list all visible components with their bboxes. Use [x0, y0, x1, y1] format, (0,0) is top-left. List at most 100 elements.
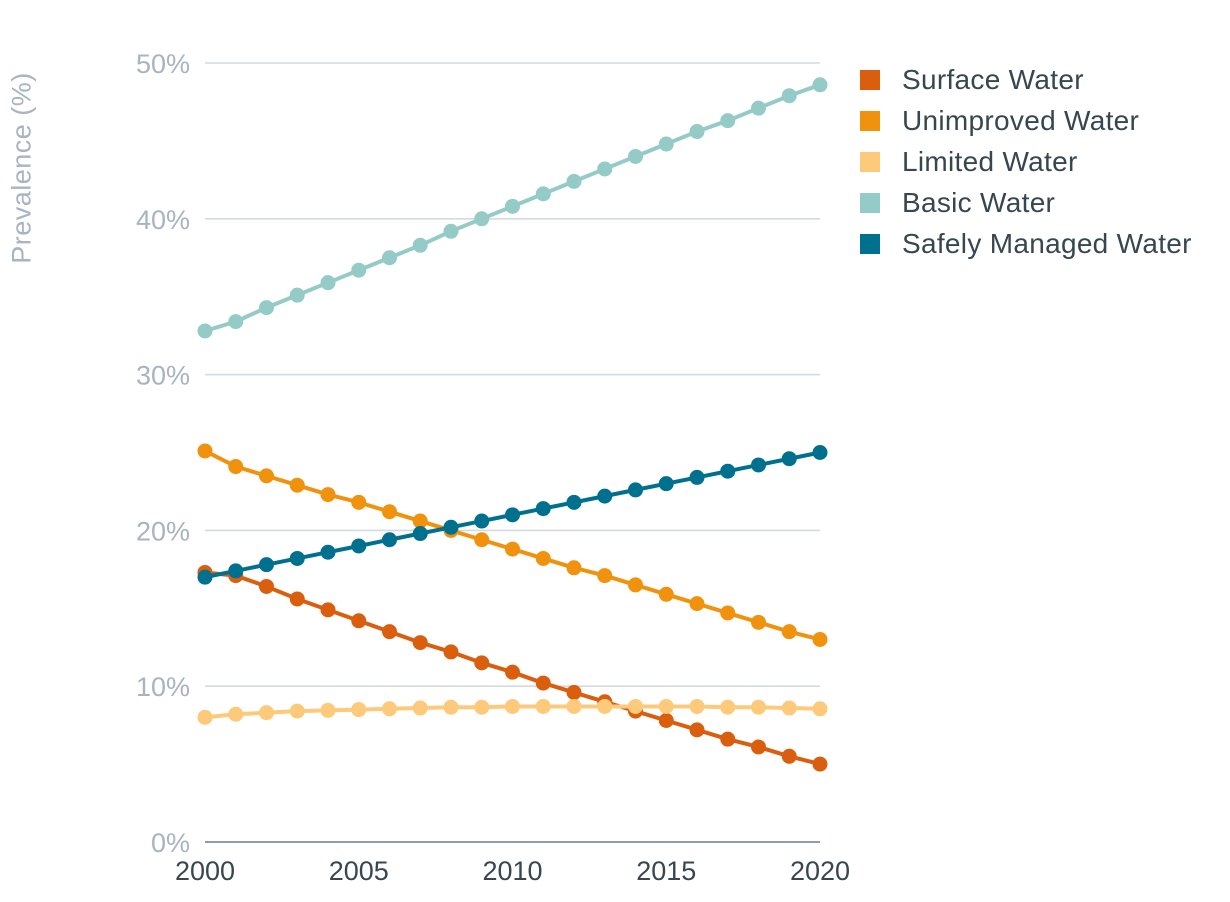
y-tick-label: 40%	[136, 205, 190, 235]
gridlines	[205, 62, 820, 843]
data-point	[781, 700, 797, 716]
data-point	[720, 699, 736, 715]
legend-label: Surface Water	[902, 63, 1084, 95]
data-point	[566, 684, 582, 700]
y-tick-label: 50%	[136, 49, 190, 79]
data-point	[382, 250, 397, 266]
data-point	[658, 698, 674, 714]
data-point	[689, 722, 705, 738]
data-point	[597, 698, 613, 714]
y-tick-label: 0%	[151, 828, 190, 858]
y-axis-label: Prevalence (%)	[6, 72, 37, 264]
data-point	[812, 631, 828, 647]
data-point	[474, 211, 490, 227]
data-point	[751, 100, 766, 116]
x-axis-ticks: 2000 2005 2010 2015 2020	[175, 856, 850, 886]
y-tick-label: 20%	[136, 516, 190, 546]
data-point	[720, 731, 736, 747]
data-point	[781, 88, 797, 104]
x-tick-label: 2005	[329, 856, 389, 886]
legend-item-limited-water: Limited Water	[860, 141, 1192, 182]
data-point	[351, 613, 367, 629]
data-point	[412, 700, 428, 716]
y-tick-label: 30%	[136, 361, 190, 391]
data-point	[351, 702, 367, 718]
series-limited-water	[197, 698, 828, 725]
series-safely-managed-water	[197, 445, 828, 585]
data-point	[658, 712, 674, 728]
data-point	[720, 605, 736, 621]
data-point	[412, 237, 428, 253]
data-point	[689, 469, 705, 485]
data-point	[720, 113, 736, 129]
data-point	[289, 287, 305, 303]
data-point	[781, 624, 797, 640]
data-point	[351, 262, 367, 278]
data-point	[443, 644, 459, 660]
data-point	[628, 482, 643, 498]
data-point	[658, 136, 674, 152]
legend-label: Unimproved Water	[902, 104, 1140, 136]
data-point	[320, 544, 336, 560]
data-point	[658, 476, 674, 492]
legend-item-basic-water: Basic Water	[860, 182, 1192, 223]
data-point	[289, 703, 305, 719]
data-point	[566, 494, 582, 510]
data-point	[505, 698, 520, 714]
data-point	[535, 186, 551, 202]
data-point	[505, 198, 520, 214]
data-point	[658, 586, 674, 602]
data-point	[259, 468, 274, 484]
data-point	[812, 756, 828, 772]
data-point	[689, 124, 705, 140]
data-point	[412, 526, 428, 542]
data-point	[812, 77, 828, 93]
legend-label: Basic Water	[902, 186, 1056, 218]
data-point	[689, 596, 705, 612]
series-basic-water	[197, 77, 828, 339]
data-point	[382, 504, 397, 520]
data-point	[289, 477, 305, 493]
data-point	[628, 577, 643, 593]
data-point	[751, 614, 766, 630]
legend: Surface Water Unimproved Water Limited W…	[860, 59, 1192, 264]
data-point	[351, 538, 367, 554]
data-point	[474, 513, 490, 529]
data-point	[382, 701, 397, 717]
x-tick-label: 2020	[790, 856, 850, 886]
series-layer	[197, 77, 828, 772]
data-point	[720, 463, 736, 479]
data-point	[751, 699, 766, 715]
data-point	[597, 568, 613, 584]
data-point	[197, 709, 213, 725]
x-tick-label: 2000	[175, 856, 235, 886]
data-point	[781, 451, 797, 467]
data-point	[320, 602, 336, 618]
data-point	[535, 501, 551, 517]
legend-label: Limited Water	[902, 145, 1078, 177]
data-point	[228, 563, 244, 579]
legend-swatch	[860, 69, 880, 90]
y-axis-ticks: 0% 10% 20% 30% 40% 50%	[136, 49, 190, 858]
data-point	[259, 300, 274, 316]
data-point	[259, 578, 274, 594]
data-point	[228, 706, 244, 722]
legend-item-safely-managed-water: Safely Managed Water	[860, 223, 1192, 264]
data-point	[412, 635, 428, 651]
data-point	[228, 459, 244, 475]
data-point	[289, 591, 305, 607]
data-point	[751, 739, 766, 755]
data-point	[597, 488, 613, 504]
data-point	[812, 445, 828, 460]
data-point	[443, 699, 459, 715]
data-point	[382, 532, 397, 548]
data-point	[535, 675, 551, 691]
data-point	[566, 173, 582, 189]
data-point	[628, 148, 643, 164]
legend-label: Safely Managed Water	[902, 227, 1192, 259]
data-point	[751, 457, 766, 473]
data-point	[259, 705, 274, 721]
data-point	[320, 487, 336, 503]
data-point	[535, 698, 551, 714]
